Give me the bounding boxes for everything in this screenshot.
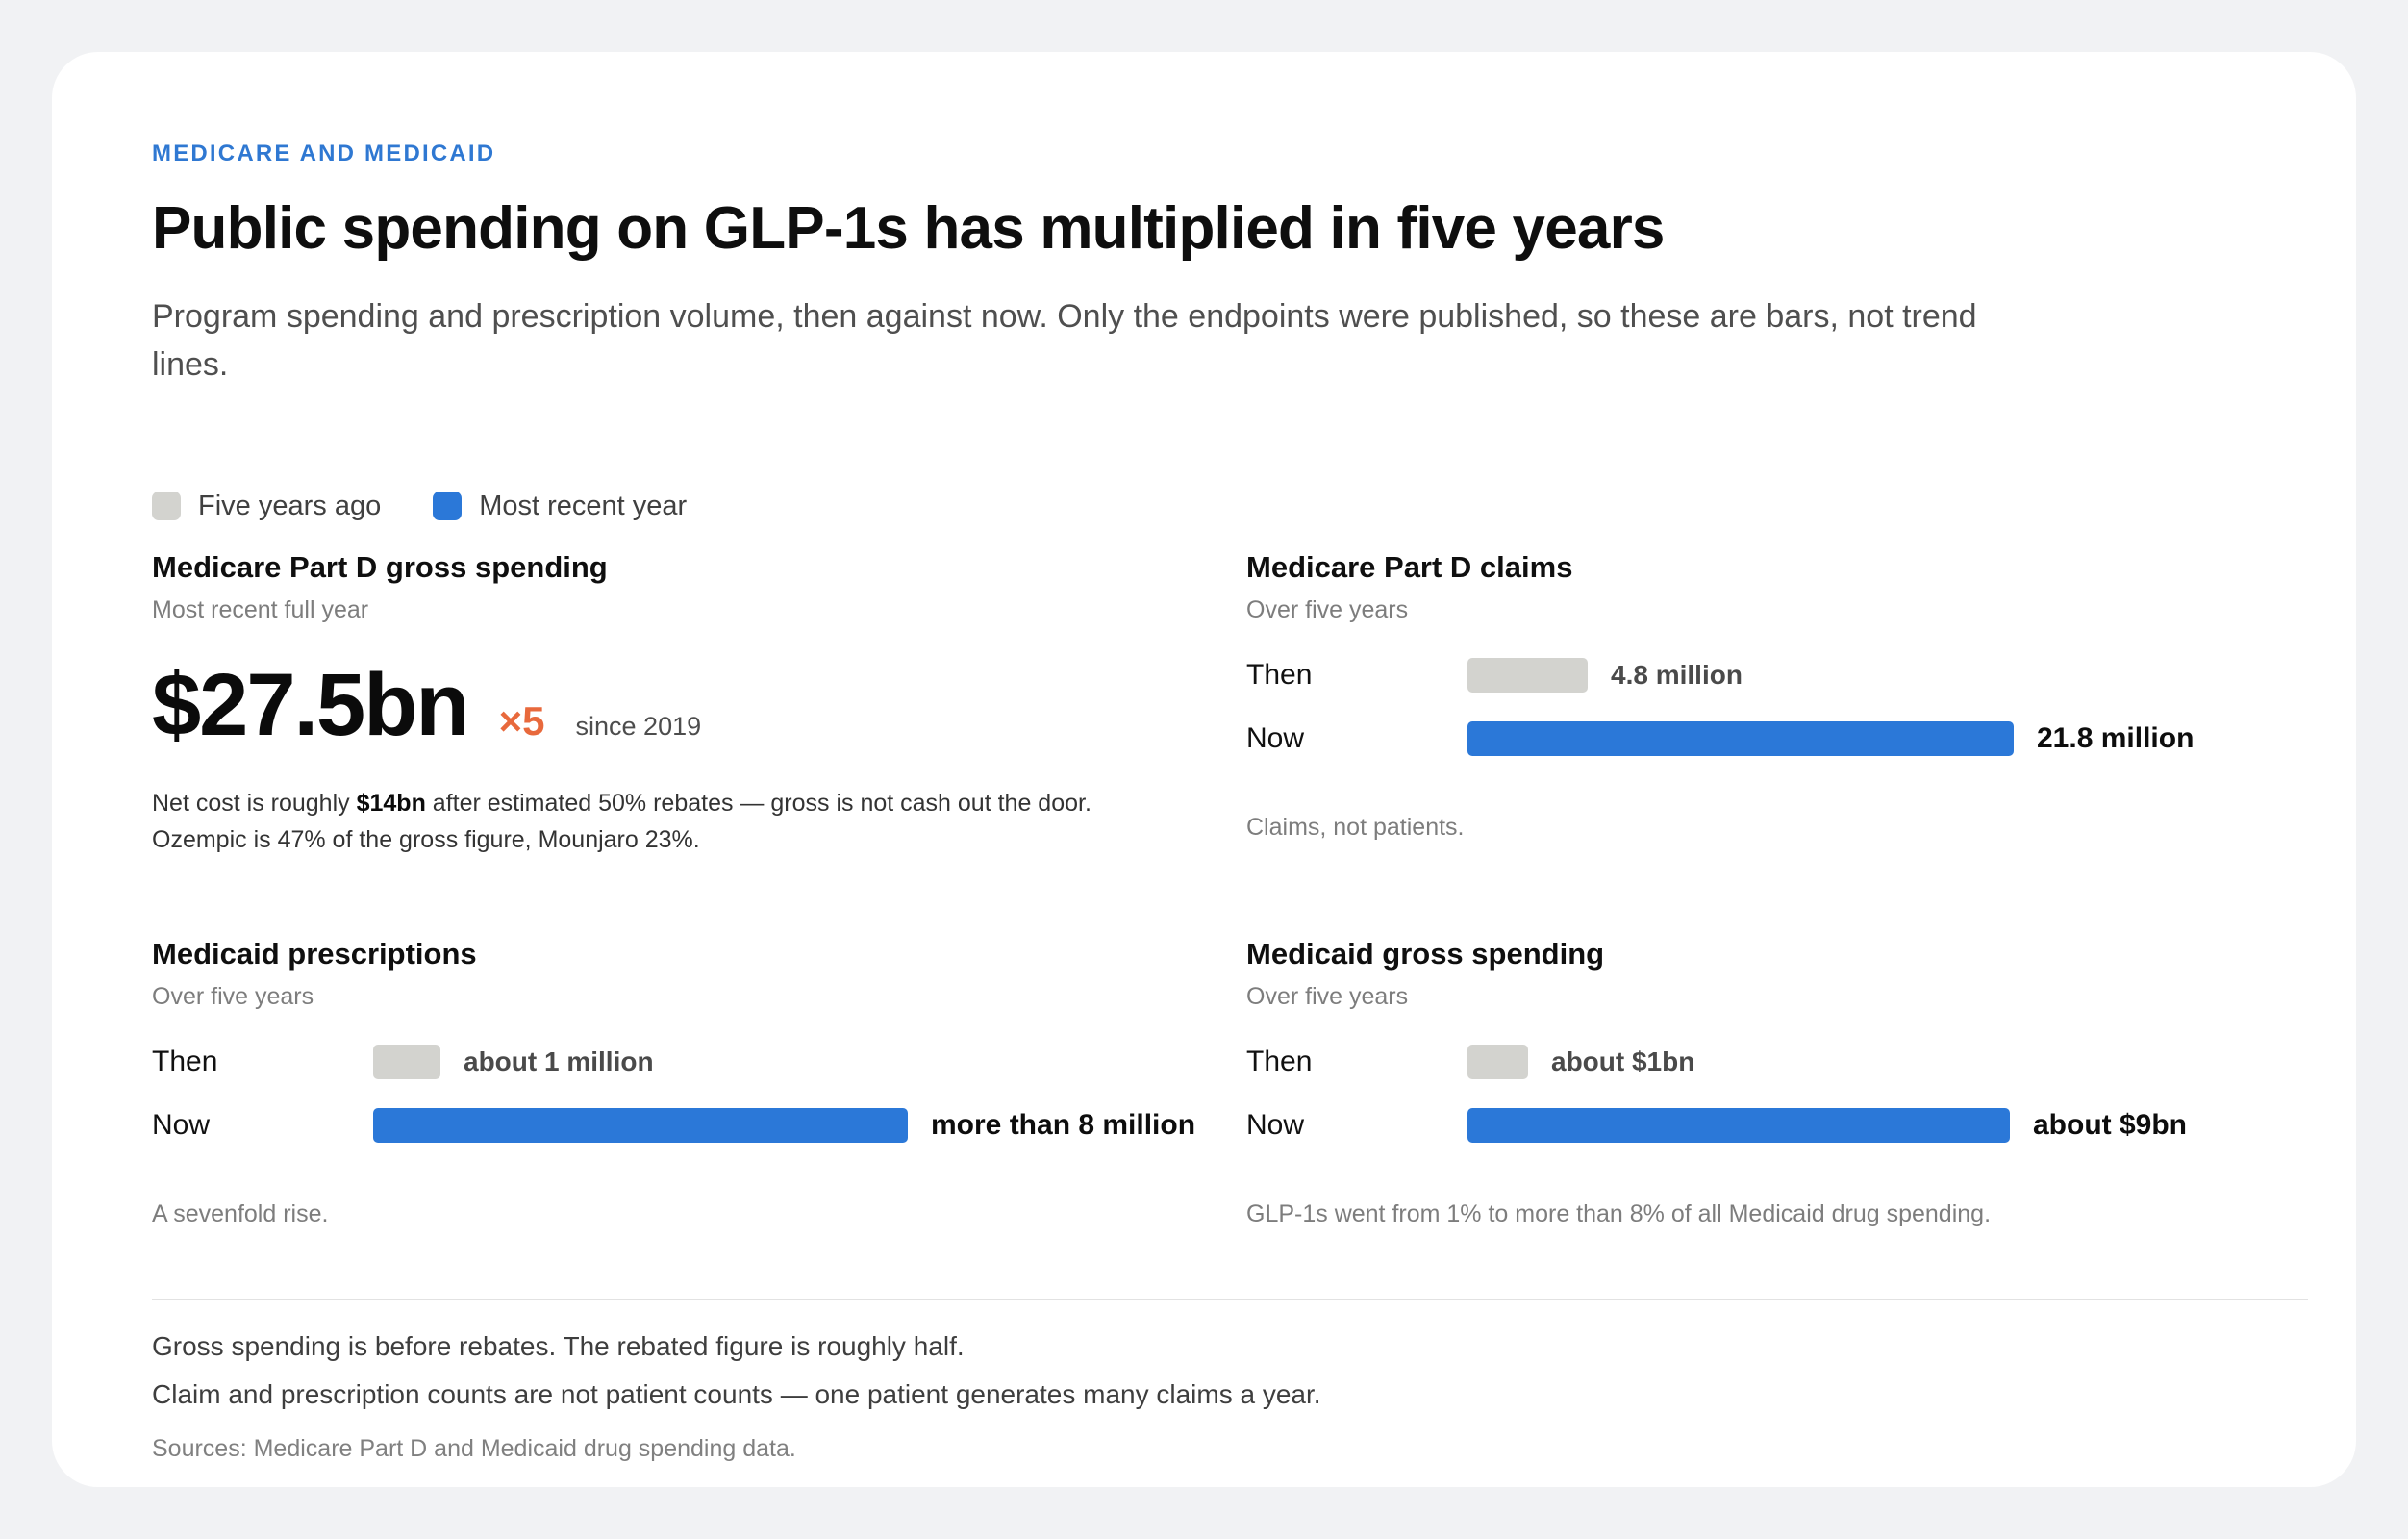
bar-then (1467, 658, 1588, 693)
legend-item-now: Most recent year (433, 491, 687, 522)
kpi-since: since 2019 (575, 712, 702, 741)
note-post: after estimated 50% rebates — gross is n… (425, 790, 1091, 817)
bar-now (373, 1108, 908, 1143)
panel-note: GLP-1s went from 1% to more than 8% of a… (1246, 1200, 1992, 1227)
row-label-then: Then (152, 1046, 218, 1077)
legend-item-then: Five years ago (152, 491, 381, 522)
note-pre: Net cost is roughly (152, 790, 357, 817)
footnote-1: Gross spending is before rebates. The re… (152, 1331, 965, 1361)
source-note: Sources: Medicare Part D and Medicaid dr… (152, 1435, 796, 1462)
bar-then (373, 1045, 440, 1079)
panel-subtitle: Over five years (1246, 596, 1409, 623)
divider (152, 1299, 2308, 1300)
legend-label-now: Most recent year (479, 490, 688, 521)
legend-swatch-then (152, 492, 181, 520)
panel-title: Medicaid prescriptions (152, 937, 477, 971)
note-line-2: Ozempic is 47% of the gross figure, Moun… (152, 826, 700, 853)
legend: Five years ago Most recent year (152, 487, 739, 525)
bar-value-then: 4.8 million (1611, 660, 1743, 690)
kpi-row: $27.5bn ×5 since 2019 (152, 652, 701, 758)
bar-row-now: Now more than 8 million (152, 1106, 1210, 1145)
row-label-now: Now (1246, 722, 1305, 754)
row-label-now: Now (152, 1109, 211, 1141)
bar-value-now: about $9bn (2033, 1109, 2188, 1141)
kpi-value: $27.5bn (152, 656, 470, 754)
footnote-2: Claim and prescription counts are not pa… (152, 1379, 1321, 1409)
kpi-multiplier: ×5 (498, 698, 545, 744)
row-label-now: Now (1246, 1109, 1305, 1141)
kpi-note: Net cost is roughly $14bn after estimate… (152, 785, 1091, 858)
bar-now (1467, 1108, 2010, 1143)
panel-subtitle: Most recent full year (152, 596, 369, 623)
row-label-then: Then (1246, 1046, 1313, 1077)
chart-subtitle: Program spending and prescription volume… (152, 298, 1977, 383)
bar-value-now: more than 8 million (931, 1109, 1196, 1141)
panel-title: Medicare Part D claims (1246, 550, 1573, 584)
bar-value-now: 21.8 million (2037, 722, 2195, 754)
panel-subtitle: Over five years (1246, 983, 1409, 1010)
panel-title: Medicaid gross spending (1246, 937, 1605, 971)
bar-row-now: Now about $9bn (1246, 1106, 2304, 1145)
note-bold: $14bn (356, 790, 426, 817)
bar-row-now: Now 21.8 million (1246, 719, 2304, 758)
panel-note: Claims, not patients. (1246, 814, 1465, 841)
chart-card: MEDICARE AND MEDICAID Public spending on… (52, 52, 2356, 1487)
bar-then (1467, 1045, 1528, 1079)
bar-row-then: Then about 1 million (152, 1043, 1210, 1081)
panel-part-d-claims: Medicare Part D claims Over five years T… (1246, 548, 2304, 856)
row-label-then: Then (1246, 659, 1313, 691)
panel-note: A sevenfold rise. (152, 1200, 329, 1227)
bar-now (1467, 721, 2014, 756)
bar-value-then: about 1 million (464, 1047, 654, 1076)
bar-row-then: Then about $1bn (1246, 1043, 2304, 1081)
bar-value-then: about $1bn (1551, 1047, 1695, 1076)
panel-part-d-spending: Medicare Part D gross spending Most rece… (152, 548, 1210, 914)
kicker: MEDICARE AND MEDICAID (152, 140, 496, 166)
bar-row-then: Then 4.8 million (1246, 656, 2304, 694)
panel-title: Medicare Part D gross spending (152, 550, 608, 584)
legend-label-then: Five years ago (198, 490, 382, 521)
panel-medicaid-prescriptions: Medicaid prescriptions Over five years T… (152, 935, 1210, 1243)
panel-subtitle: Over five years (152, 983, 314, 1010)
chart-title: Public spending on GLP-1s has multiplied… (152, 195, 1665, 262)
panel-medicaid-spending: Medicaid gross spending Over five years … (1246, 935, 2304, 1243)
legend-swatch-now (433, 492, 463, 520)
